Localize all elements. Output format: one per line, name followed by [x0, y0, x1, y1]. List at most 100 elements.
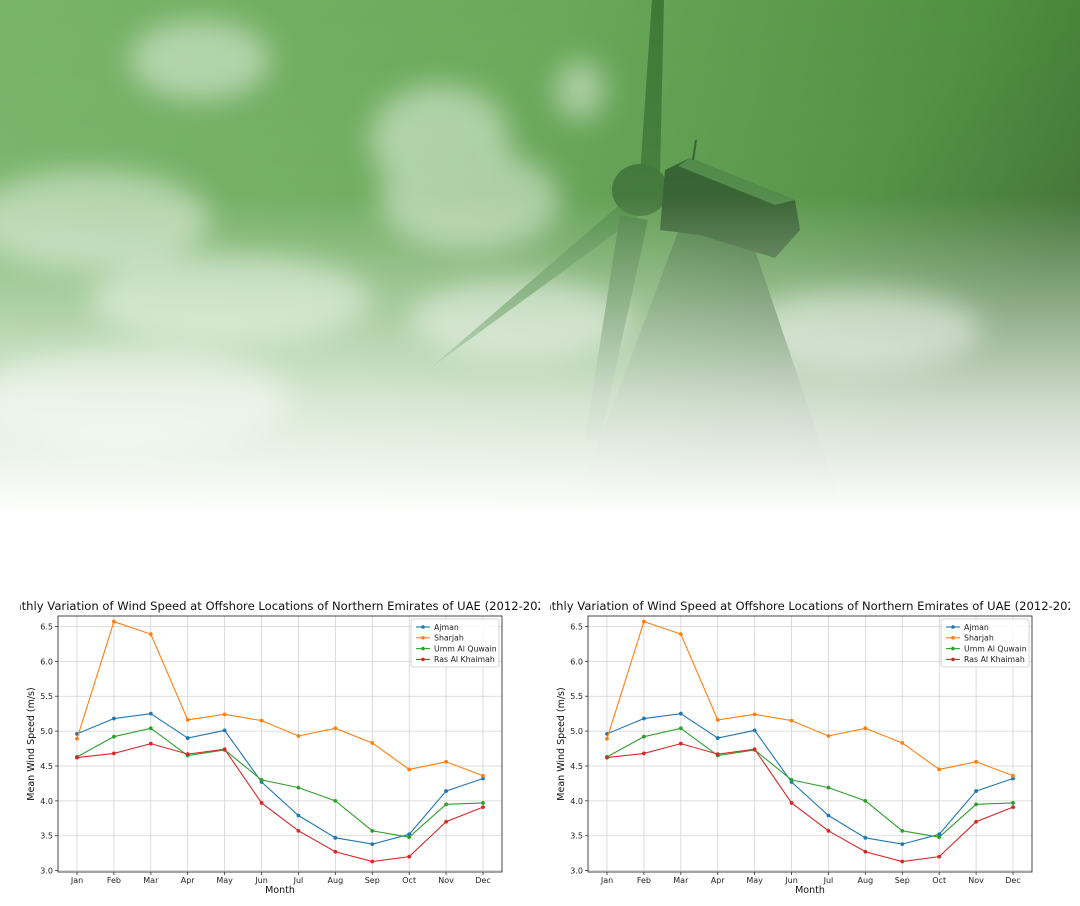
legend-item-sharjah: Sharjah [946, 634, 994, 643]
data-point-sharjah [481, 773, 485, 778]
data-point-sharjah [407, 767, 412, 772]
legend-item-sharjah: Sharjah [416, 634, 464, 643]
wind-speed-chart-right: Monthly Variation of Wind Speed at Offsh… [550, 599, 1070, 896]
series-line-ras-al-khaimah [606, 743, 1014, 863]
legend-marker [951, 636, 955, 640]
hero-wind-turbine-image [0, 0, 1080, 560]
data-point-ajman [863, 835, 868, 840]
x-tick-label-oct: Oct [932, 876, 946, 885]
x-tick-label-jul: Jul [823, 876, 834, 885]
data-point-umm-al-quwain [333, 798, 338, 803]
x-tick-label-apr: Apr [711, 876, 726, 885]
data-point-ajman [444, 789, 448, 793]
data-point-umm-al-quwain [642, 734, 646, 739]
data-point-ajman [974, 789, 978, 793]
data-point-sharjah [370, 741, 375, 745]
data-point-ras-al-khaimah [444, 819, 448, 824]
data-point-sharjah [148, 632, 153, 637]
legend-box [940, 618, 1030, 668]
data-point-sharjah [112, 619, 116, 624]
x-tick-label-jan: Jan [600, 876, 613, 885]
data-point-umm-al-quwain [481, 801, 485, 805]
legend-label: Sharjah [964, 634, 994, 643]
series-line-umm-al-quwain [606, 727, 1014, 838]
data-point-ajman [900, 842, 905, 846]
series-line-sharjah [606, 620, 1014, 777]
legend-label: Umm Al Quwain [434, 644, 497, 653]
data-point-sharjah [333, 726, 338, 731]
data-point-sharjah [937, 767, 942, 772]
x-tick-label-jul: Jul [293, 876, 304, 885]
chart-panel-right: Monthly Variation of Wind Speed at Offsh… [550, 596, 1070, 902]
data-point-sharjah [75, 736, 79, 741]
x-tick-label-dec: Dec [475, 876, 490, 885]
chart-title: Monthly Variation of Wind Speed at Offsh… [550, 599, 1070, 613]
x-tick-label-may: May [746, 876, 763, 885]
data-point-sharjah [1011, 773, 1015, 778]
data-point-sharjah [296, 734, 301, 738]
data-point-ajman [333, 835, 338, 840]
x-tick-label-jun: Jun [784, 876, 798, 885]
data-point-sharjah [826, 734, 831, 738]
chart-panel-left: Monthly Variation of Wind Speed at Offsh… [20, 596, 540, 902]
data-point-ajman [937, 832, 942, 837]
chart-title: Monthly Variation of Wind Speed at Offsh… [20, 599, 540, 613]
legend-label: Sharjah [434, 634, 464, 643]
data-point-ajman [407, 832, 412, 837]
data-point-ajman [222, 728, 227, 733]
legend-label: Ras Al Khaimah [964, 655, 1025, 664]
data-point-ras-al-khaimah [296, 828, 301, 833]
legend-marker [951, 657, 955, 662]
legend-label: Ajman [964, 623, 989, 632]
data-point-umm-al-quwain [900, 828, 905, 833]
x-axis-label: Month [795, 885, 825, 896]
data-point-sharjah [605, 736, 609, 741]
data-point-ras-al-khaimah [642, 751, 646, 756]
data-point-umm-al-quwain [296, 785, 301, 790]
data-point-sharjah [185, 718, 190, 722]
series-line-sharjah [76, 620, 484, 777]
legend-item-ajman: Ajman [946, 623, 989, 632]
data-point-ras-al-khaimah [75, 755, 79, 760]
data-point-ras-al-khaimah [863, 849, 868, 854]
y-tick-label: 5.0 [570, 727, 583, 736]
data-point-ajman [826, 813, 831, 818]
x-tick-label-nov: Nov [438, 876, 454, 885]
legend-item-ras-al-khaimah: Ras Al Khaimah [416, 655, 495, 664]
data-point-sharjah [678, 632, 683, 637]
data-point-sharjah [642, 619, 646, 624]
data-point-ajman [1011, 776, 1015, 781]
x-tick-label-sep: Sep [365, 876, 380, 885]
data-point-ras-al-khaimah [752, 747, 757, 752]
data-point-ajman [185, 736, 190, 740]
x-tick-label-nov: Nov [968, 876, 984, 885]
x-tick-label-jan: Jan [70, 876, 83, 885]
x-tick-label-apr: Apr [181, 876, 196, 885]
y-tick-label: 6.5 [40, 622, 53, 631]
data-point-umm-al-quwain [112, 734, 116, 739]
data-point-umm-al-quwain [148, 726, 153, 731]
data-point-umm-al-quwain [370, 828, 375, 833]
data-point-sharjah [974, 759, 978, 764]
legend-item-ajman: Ajman [416, 623, 459, 632]
y-tick-label: 3.5 [40, 832, 53, 841]
data-point-ras-al-khaimah [678, 741, 683, 746]
data-point-ajman [642, 716, 646, 721]
data-point-umm-al-quwain [444, 802, 448, 807]
data-point-sharjah [715, 718, 720, 722]
data-point-sharjah [222, 712, 227, 717]
data-point-ras-al-khaimah [974, 819, 978, 824]
y-tick-label: 4.0 [40, 797, 53, 806]
y-tick-label: 6.0 [570, 657, 583, 666]
x-tick-label-mar: Mar [143, 876, 159, 885]
legend-label: Umm Al Quwain [964, 644, 1027, 653]
data-point-ajman [370, 842, 375, 846]
data-point-ras-al-khaimah [715, 752, 720, 757]
data-point-umm-al-quwain [826, 785, 831, 790]
y-tick-label: 3.0 [40, 867, 53, 876]
series-line-ajman [606, 713, 1014, 845]
data-point-ras-al-khaimah [1011, 805, 1015, 810]
legend-marker [421, 646, 425, 651]
y-tick-label: 3.0 [570, 867, 583, 876]
